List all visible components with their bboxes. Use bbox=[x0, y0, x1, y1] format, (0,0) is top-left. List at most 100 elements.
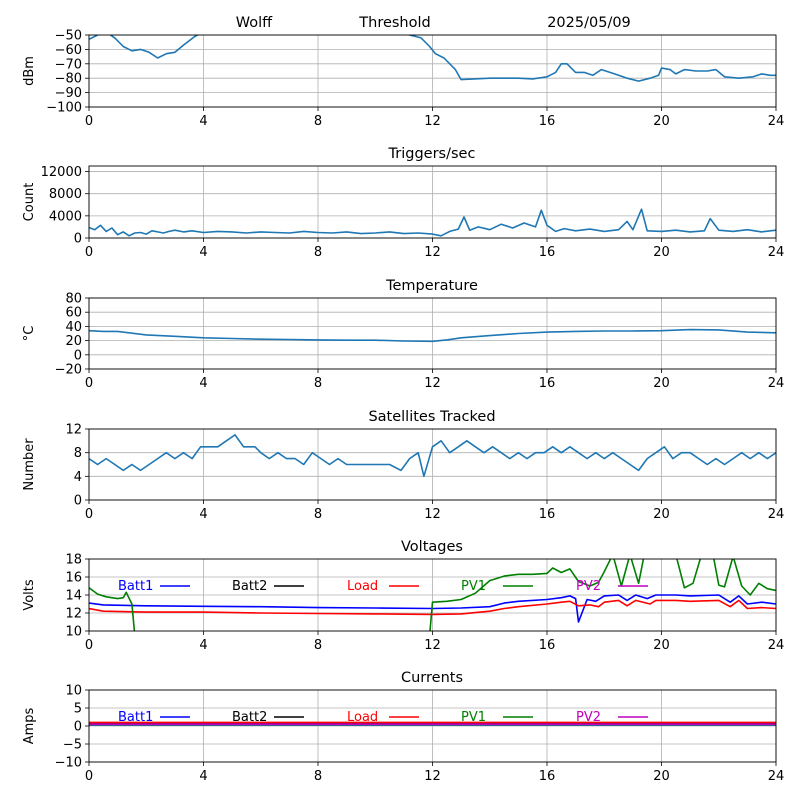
y-tick-label: 5 bbox=[74, 702, 82, 717]
series-line bbox=[89, 434, 776, 478]
legend-label: PV1 bbox=[461, 710, 486, 725]
y-axis-label: Count bbox=[22, 183, 37, 222]
x-tick-label: 20 bbox=[653, 245, 670, 260]
panel-title: Currents bbox=[401, 670, 463, 686]
y-tick-label: 0 bbox=[74, 494, 82, 509]
x-tick-label: 8 bbox=[314, 376, 322, 391]
y-axis-label: dBm bbox=[22, 56, 37, 86]
y-tick-label: 8000 bbox=[49, 187, 82, 202]
y-tick-label: 12 bbox=[65, 607, 82, 622]
y-tick-label: 16 bbox=[65, 571, 82, 586]
y-tick-label: 12 bbox=[65, 423, 82, 438]
series-line-pv1 bbox=[89, 559, 776, 631]
x-tick-label: 16 bbox=[539, 638, 556, 653]
x-tick-label: 16 bbox=[539, 376, 556, 391]
x-tick-label: 4 bbox=[199, 769, 207, 784]
y-tick-label: 0 bbox=[74, 348, 82, 363]
x-tick-label: 0 bbox=[85, 769, 93, 784]
y-axis-label: Amps bbox=[22, 707, 37, 744]
x-tick-label: 12 bbox=[424, 245, 441, 260]
legend-label: Batt2 bbox=[232, 579, 267, 594]
series-line-batt1 bbox=[89, 594, 776, 623]
y-tick-label: −90 bbox=[55, 86, 82, 101]
legend-label: PV2 bbox=[576, 579, 601, 594]
y-axis-label: °C bbox=[22, 326, 37, 342]
panel-4: 0 4 8 12 16 20 24 0 4 8 12 Number Satellites Tracked bbox=[22, 409, 784, 522]
series-group bbox=[89, 208, 776, 237]
y-tick-label: −50 bbox=[55, 29, 82, 44]
y-tick-label: 14 bbox=[65, 589, 82, 604]
legend-label: Batt2 bbox=[232, 710, 267, 725]
legend-label: Load bbox=[347, 579, 378, 594]
x-tick-label: 8 bbox=[314, 245, 322, 260]
series-line bbox=[89, 35, 776, 82]
panel-6: 0 4 8 12 16 20 24 −10 −5 0 5 10 Amps Currents Batt1 Bat… bbox=[22, 670, 784, 784]
x-tick-label: 4 bbox=[199, 638, 207, 653]
series-line bbox=[89, 328, 776, 343]
y-tick-label: 20 bbox=[65, 334, 82, 349]
y-tick-label: −70 bbox=[55, 57, 82, 72]
x-tick-label: 12 bbox=[424, 376, 441, 391]
x-tick-label: 20 bbox=[653, 769, 670, 784]
x-tick-label: 20 bbox=[653, 507, 670, 522]
y-tick-label: −60 bbox=[55, 43, 82, 58]
y-tick-label: −80 bbox=[55, 72, 82, 87]
x-tick-label: 24 bbox=[768, 114, 785, 129]
y-tick-label: 4000 bbox=[49, 209, 82, 224]
legend-label: Batt1 bbox=[118, 710, 153, 725]
x-tick-label: 0 bbox=[85, 507, 93, 522]
x-tick-label: 24 bbox=[768, 769, 785, 784]
legend-label: PV2 bbox=[576, 710, 601, 725]
legend-label: PV1 bbox=[461, 579, 486, 594]
y-tick-label: 0 bbox=[74, 232, 82, 247]
series-group bbox=[89, 434, 776, 478]
panel-5: 0 4 8 12 16 20 24 10 12 14 16 18 Volts Voltages Batt1 B… bbox=[22, 539, 784, 653]
x-tick-label: 16 bbox=[539, 114, 556, 129]
header-station: Wolff bbox=[236, 15, 273, 31]
x-tick-label: 24 bbox=[768, 376, 785, 391]
x-tick-label: 0 bbox=[85, 245, 93, 260]
y-tick-label: 80 bbox=[65, 292, 82, 307]
panel-1: 0 4 8 12 16 20 24 −100−90−80−70−60−50 dBm bbox=[22, 29, 785, 130]
x-tick-label: 8 bbox=[314, 114, 322, 129]
panel-title: Voltages bbox=[401, 539, 463, 555]
x-tick-label: 4 bbox=[199, 114, 207, 129]
x-tick-label: 20 bbox=[653, 114, 670, 129]
x-tick-label: 24 bbox=[768, 245, 785, 260]
legend-label: Batt1 bbox=[118, 579, 153, 594]
x-tick-label: 20 bbox=[653, 638, 670, 653]
y-tick-label: 12000 bbox=[41, 165, 82, 180]
x-tick-label: 24 bbox=[768, 638, 785, 653]
y-tick-label: −5 bbox=[63, 738, 82, 753]
x-tick-label: 8 bbox=[314, 638, 322, 653]
y-tick-label: 10 bbox=[65, 625, 82, 640]
y-tick-label: 18 bbox=[65, 553, 82, 568]
y-axis-label: Number bbox=[22, 438, 37, 491]
series-line bbox=[89, 208, 776, 237]
x-tick-label: 12 bbox=[424, 507, 441, 522]
series-line-load bbox=[89, 599, 776, 616]
header-mode: Threshold bbox=[358, 15, 430, 31]
x-tick-label: 4 bbox=[199, 376, 207, 391]
x-tick-label: 12 bbox=[424, 769, 441, 784]
x-tick-label: 12 bbox=[424, 638, 441, 653]
y-tick-label: −20 bbox=[55, 363, 82, 378]
y-axis-label: Volts bbox=[22, 579, 37, 611]
x-tick-label: 20 bbox=[653, 376, 670, 391]
x-tick-label: 16 bbox=[539, 245, 556, 260]
x-tick-label: 16 bbox=[539, 769, 556, 784]
panel-2: 0 4 8 12 16 20 24 0 4000 8000 12000 Count Triggers/s… bbox=[22, 146, 784, 260]
series-group bbox=[89, 721, 776, 726]
x-tick-label: 0 bbox=[85, 376, 93, 391]
y-tick-label: 10 bbox=[65, 684, 82, 699]
series-group bbox=[89, 35, 776, 82]
x-tick-label: 8 bbox=[314, 769, 322, 784]
y-tick-label: 4 bbox=[74, 470, 82, 485]
x-tick-label: 0 bbox=[85, 638, 93, 653]
header-date: 2025/05/09 bbox=[547, 15, 631, 31]
panel-title: Temperature bbox=[385, 278, 478, 294]
